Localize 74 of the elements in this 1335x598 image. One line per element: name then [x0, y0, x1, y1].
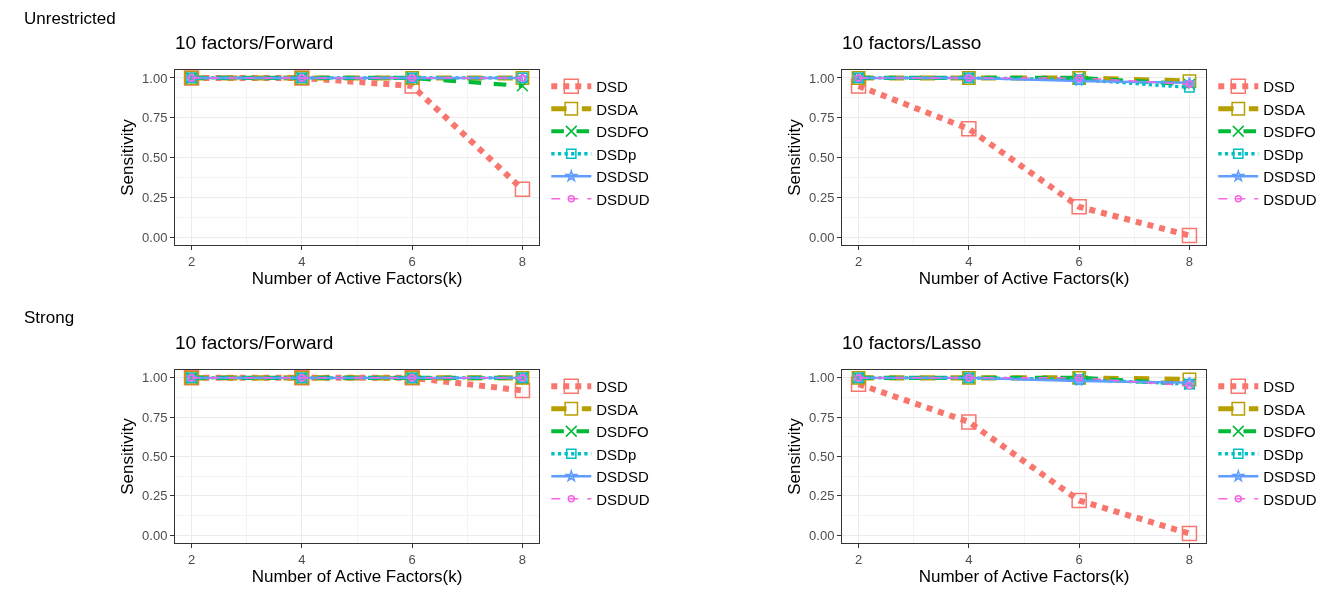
x-tick-label: 4 [965, 253, 973, 269]
y-tick-label: 0.50 [809, 150, 835, 166]
legend-label: DSD [1263, 378, 1296, 396]
legend-label: DSD [596, 78, 629, 96]
legend-label: DSDp [1263, 145, 1304, 163]
y-tick-label: 0.50 [142, 150, 168, 166]
x-axis-title: Number of Active Factors(k) [251, 567, 463, 586]
x-tick-label: 8 [1185, 551, 1194, 567]
x-tick-label: 2 [187, 253, 196, 269]
y-tick-label: 0.25 [142, 189, 168, 205]
legend-label: DSDp [1263, 445, 1304, 463]
y-tick-label: 1.00 [142, 370, 168, 386]
legend-label: DSD [596, 378, 629, 396]
legend-label: DSDp [596, 145, 637, 163]
text: Strong [24, 308, 75, 327]
y-tick-label: 0.50 [809, 449, 835, 465]
y-tick-label: 1.00 [809, 70, 835, 86]
y-tick-label: 0.25 [809, 189, 835, 205]
y-tick-label: 1.00 [142, 70, 168, 86]
x-tick-label: 2 [854, 551, 863, 567]
legend-label: DSD [1263, 78, 1296, 96]
x-tick-label: 8 [1185, 253, 1194, 269]
legend-label: DSDUD [596, 190, 650, 208]
y-axis-title: Sensitivity [117, 417, 137, 495]
legend-label: DSDFO [1263, 123, 1316, 141]
legend-label: DSDFO [1263, 423, 1316, 441]
legend-label: DSDUD [1263, 190, 1317, 208]
y-tick-label: 0.00 [142, 229, 168, 245]
x-tick-label: 8 [518, 551, 527, 567]
legend-label: DSDSD [596, 468, 649, 486]
y-tick-label: 0.75 [809, 110, 835, 126]
y-tick-label: 0.75 [142, 409, 168, 425]
y-tick-label: 0.25 [809, 488, 835, 504]
x-tick-label: 4 [965, 551, 973, 567]
legend-label: DSDFO [596, 423, 649, 441]
chart-title: 10 factors/Forward [175, 31, 334, 53]
y-axis-title: Sensitivity [784, 417, 804, 495]
x-axis-title: Number of Active Factors(k) [918, 567, 1130, 586]
x-tick-label: 4 [298, 551, 306, 567]
y-tick-label: 0.75 [809, 409, 835, 425]
x-tick-label: 6 [1075, 551, 1083, 567]
legend-label: DSDSD [1263, 168, 1316, 186]
legend-label: DSDUD [596, 490, 650, 508]
legend-label: DSDA [1263, 400, 1305, 418]
x-axis-title: Number of Active Factors(k) [918, 269, 1130, 288]
legend-label: DSDp [596, 445, 637, 463]
legend-label: DSDA [596, 100, 638, 118]
legend-label: DSDUD [1263, 490, 1317, 508]
y-tick-label: 0.75 [142, 110, 168, 126]
y-tick-label: 0.00 [142, 527, 168, 543]
chart-title: 10 factors/Lasso [842, 331, 982, 353]
y-axis-title: Sensitivity [784, 118, 804, 196]
legend-label: DSDA [1263, 100, 1305, 118]
y-axis-title: Sensitivity [117, 118, 137, 196]
text: Unrestricted [24, 9, 116, 28]
chart-title: 10 factors/Forward [175, 331, 334, 353]
x-axis-title: Number of Active Factors(k) [251, 269, 463, 288]
legend-label: DSDSD [1263, 468, 1316, 486]
x-tick-label: 2 [187, 551, 196, 567]
legend-label: DSDA [596, 400, 638, 418]
x-tick-label: 2 [854, 253, 863, 269]
y-tick-label: 0.50 [142, 449, 168, 465]
y-tick-label: 0.25 [142, 488, 168, 504]
y-tick-label: 0.00 [809, 527, 835, 543]
x-tick-label: 8 [518, 253, 527, 269]
x-tick-label: 6 [1075, 253, 1083, 269]
legend-label: DSDSD [596, 168, 649, 186]
x-tick-label: 6 [408, 551, 416, 567]
y-tick-label: 1.00 [809, 370, 835, 386]
x-tick-label: 6 [408, 253, 416, 269]
chart-title: 10 factors/Lasso [842, 31, 982, 53]
legend-label: DSDFO [596, 123, 649, 141]
x-tick-label: 4 [298, 253, 306, 269]
y-tick-label: 0.00 [809, 229, 835, 245]
